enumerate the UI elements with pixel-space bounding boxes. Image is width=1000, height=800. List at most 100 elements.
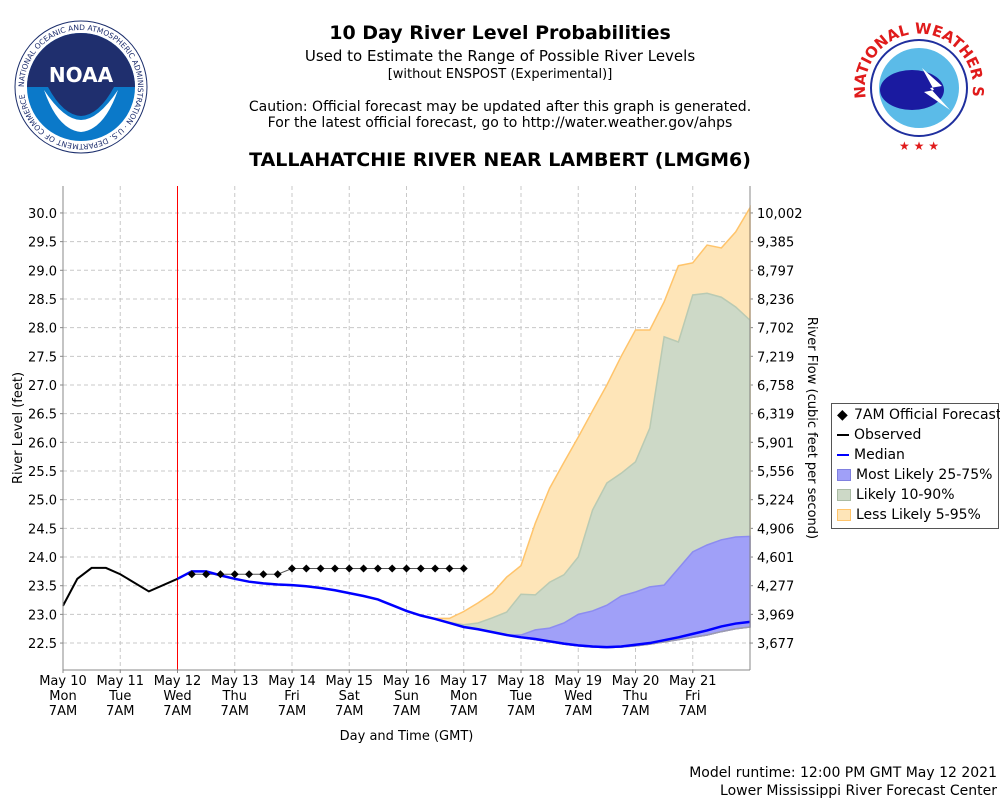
- legend-item-median: Median: [837, 445, 905, 465]
- y2-tick-label: 7,219: [757, 350, 794, 365]
- svg-text:★ ★ ★: ★ ★ ★: [899, 139, 939, 153]
- x-tick-label: May 18: [497, 674, 545, 689]
- caution-text: Caution: Official forecast may be update…: [248, 99, 752, 115]
- y-tick-label: 23.0: [28, 608, 57, 623]
- x-tick-label: 7AM: [278, 704, 306, 719]
- forecast-point: [330, 564, 339, 573]
- y2-tick-label: 5,556: [757, 465, 794, 480]
- y2-tick-label: 9,385: [757, 236, 794, 251]
- forecast-point: [445, 564, 454, 573]
- forecast-center: Lower Mississippi River Forecast Center: [720, 783, 997, 799]
- forecast-point: [388, 564, 397, 573]
- y2-tick-label: 8,236: [757, 293, 794, 308]
- station-title: TALLAHATCHIE RIVER NEAR LAMBERT (LMGM6): [249, 149, 751, 171]
- fill-swatch-icon: [837, 509, 851, 521]
- x-tick-label: Wed: [163, 689, 191, 704]
- y-axis-label: River Level (feet): [11, 372, 26, 484]
- x-tick-label: May 21: [669, 674, 717, 689]
- x-tick-label: 7AM: [163, 704, 191, 719]
- median-line: [176, 570, 751, 649]
- observed-line: [62, 566, 178, 607]
- forecast-point: [288, 564, 296, 573]
- x-tick-label: May 17: [440, 674, 488, 689]
- chart-subtitle: Used to Estimate the Range of Possible R…: [304, 47, 696, 65]
- y-tick-label: 28.0: [28, 322, 57, 337]
- y-tick-label: 26.5: [28, 408, 57, 423]
- x-tick-label: 7AM: [450, 704, 478, 719]
- model-runtime: Model runtime: 12:00 PM GMT May 12 2021: [689, 765, 997, 781]
- x-tick-label: Tue: [108, 689, 131, 704]
- y2-tick-label: 4,601: [757, 551, 794, 566]
- x-tick-label: Wed: [564, 689, 592, 704]
- x-axis-label: Day and Time (GMT): [340, 729, 474, 744]
- fill-swatch-icon: [837, 489, 851, 501]
- legend-item-25-75: Most Likely 25-75%: [837, 465, 992, 485]
- x-tick-label: May 14: [268, 674, 316, 689]
- x-tick-label: May 10: [39, 674, 87, 689]
- x-tick-label: 7AM: [106, 704, 134, 719]
- y2-tick-label: 5,901: [757, 436, 794, 451]
- forecast-point: [245, 570, 254, 579]
- y-tick-label: 24.5: [28, 522, 57, 537]
- forecast-point: [216, 570, 225, 579]
- x-tick-label: 7AM: [564, 704, 592, 719]
- y2-tick-label: 4,277: [757, 580, 794, 595]
- x-tick-label: May 15: [325, 674, 373, 689]
- line-swatch-icon: [837, 434, 849, 436]
- fill-swatch-icon: [837, 469, 851, 481]
- y-tick-label: 26.0: [28, 436, 57, 451]
- forecast-point: [345, 564, 354, 573]
- legend: ◆ 7AM Official Forecast Observed Median M…: [831, 403, 1000, 529]
- y2-tick-label: 5,224: [757, 494, 794, 509]
- x-tick-label: Mon: [450, 689, 477, 704]
- y2-tick-label: 7,702: [757, 322, 794, 337]
- forecast-point: [316, 564, 325, 573]
- y2-tick-label: 6,319: [757, 408, 794, 423]
- forecast-point: [273, 570, 282, 579]
- x-tick-label: Fri: [284, 689, 300, 704]
- y-tick-label: 30.0: [28, 207, 57, 222]
- nws-logo: NATIONAL WEATHER SERVICE ★ ★ ★: [852, 18, 986, 153]
- x-tick-label: Mon: [49, 689, 76, 704]
- y2-tick-label: 3,969: [757, 608, 794, 623]
- y-tick-label: 25.5: [28, 465, 57, 480]
- x-tick-label: 7AM: [221, 704, 249, 719]
- y-tick-label: 29.5: [28, 236, 57, 251]
- legend-item-observed: Observed: [837, 425, 921, 445]
- forecast-point: [359, 564, 368, 573]
- forecast-point: [416, 564, 425, 573]
- legend-label: Median: [854, 447, 905, 463]
- legend-label: Likely 10-90%: [856, 487, 955, 503]
- x-tick-label: Sun: [394, 689, 419, 704]
- x-tick-label: 7AM: [507, 704, 535, 719]
- x-tick-label: May 19: [554, 674, 602, 689]
- caution-link-text: For the latest official forecast, go to …: [267, 115, 733, 131]
- forecast-point: [230, 570, 239, 579]
- diamond-marker-icon: ◆: [837, 407, 848, 423]
- y2-tick-label: 4,906: [757, 522, 794, 537]
- forecast-point: [459, 564, 468, 573]
- y-tick-label: 22.5: [28, 637, 57, 652]
- forecast-point: [302, 564, 311, 573]
- forecast-point: [187, 570, 196, 579]
- x-tick-label: 7AM: [49, 704, 77, 719]
- legend-item-5-95: Less Likely 5-95%: [837, 505, 981, 525]
- y2-tick-label: 3,677: [757, 637, 794, 652]
- x-tick-label: 7AM: [392, 704, 420, 719]
- forecast-point: [402, 564, 411, 573]
- x-tick-label: Sat: [339, 689, 360, 704]
- x-tick-label: May 12: [154, 674, 202, 689]
- legend-label: Most Likely 25-75%: [856, 467, 993, 483]
- line-swatch-icon: [837, 454, 849, 456]
- y-tick-label: 27.0: [28, 379, 57, 394]
- x-tick-label: Fri: [685, 689, 701, 704]
- x-tick-label: 7AM: [621, 704, 649, 719]
- x-tick-label: 7AM: [335, 704, 363, 719]
- forecast-point: [259, 570, 268, 579]
- x-tick-label: May 20: [612, 674, 660, 689]
- chart-title: 10 Day River Level Probabilities: [329, 22, 671, 44]
- x-tick-label: Thu: [622, 689, 647, 704]
- x-tick-label: May 16: [383, 674, 431, 689]
